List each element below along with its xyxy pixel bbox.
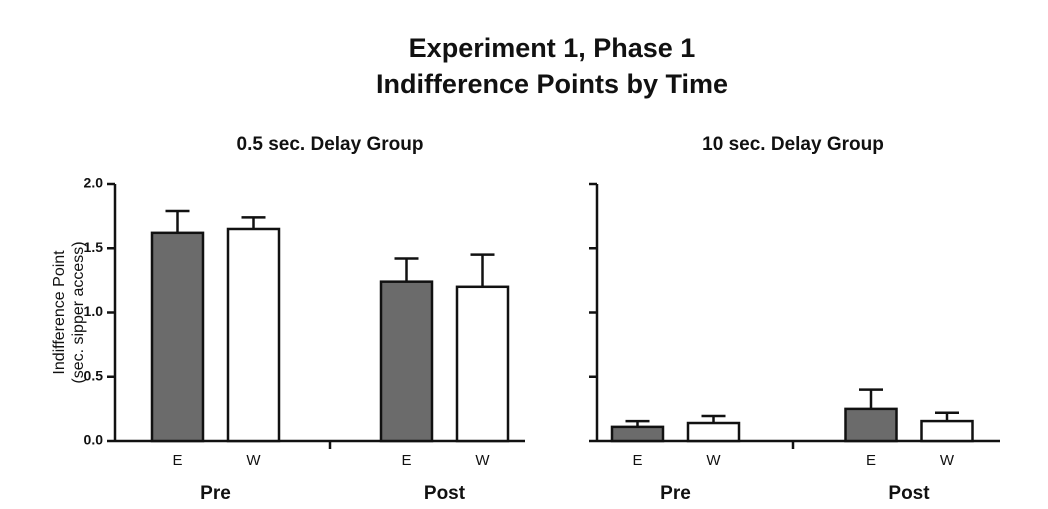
group-label: Pre bbox=[200, 483, 231, 504]
bar bbox=[844, 407, 898, 443]
group-label: Post bbox=[888, 483, 930, 504]
series-label: W bbox=[246, 452, 261, 469]
y-tick-label: 1.5 bbox=[84, 239, 104, 255]
y-tick-label: 1.0 bbox=[84, 303, 104, 319]
y-tick-label: 2.0 bbox=[84, 175, 104, 191]
series-label: E bbox=[172, 452, 182, 469]
y-axis-label: Indifference Point bbox=[51, 250, 68, 375]
bar bbox=[686, 421, 741, 443]
y-tick-label: 0.0 bbox=[84, 432, 104, 448]
panel-title: 0.5 sec. Delay Group bbox=[237, 134, 424, 155]
bar bbox=[610, 425, 665, 443]
series-label: E bbox=[401, 452, 411, 469]
series-label: W bbox=[475, 452, 490, 469]
y-tick-label: 0.5 bbox=[84, 367, 104, 383]
bar bbox=[150, 231, 205, 443]
title-line: Indifference Points by Time bbox=[376, 69, 728, 99]
series-label: E bbox=[632, 452, 642, 469]
series-label: W bbox=[706, 452, 721, 469]
bar bbox=[226, 227, 281, 443]
series-label: W bbox=[940, 452, 955, 469]
bar bbox=[455, 285, 510, 443]
panel-title: 10 sec. Delay Group bbox=[702, 134, 884, 155]
y-axis-label: (sec. sipper access) bbox=[70, 241, 87, 383]
bar bbox=[379, 280, 434, 443]
title-line: Experiment 1, Phase 1 bbox=[409, 33, 696, 63]
group-label: Pre bbox=[660, 483, 691, 504]
series-label: E bbox=[866, 452, 876, 469]
group-label: Post bbox=[424, 483, 466, 504]
bar bbox=[920, 419, 974, 443]
